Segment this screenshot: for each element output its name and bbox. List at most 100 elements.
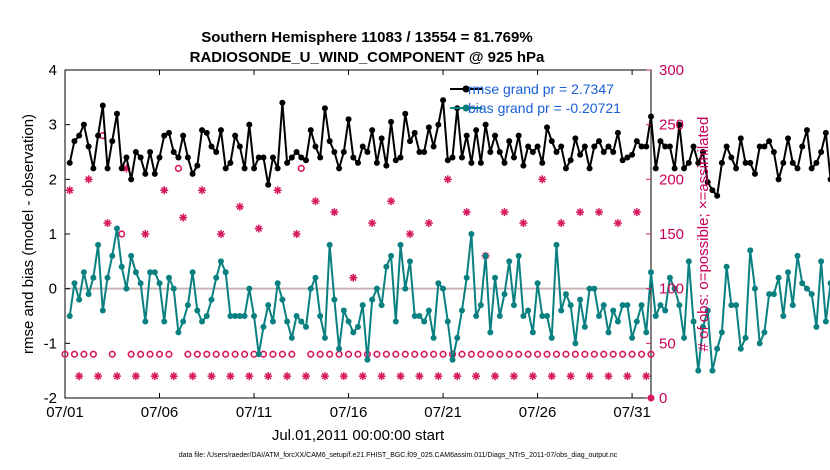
obs-possible-marker — [600, 350, 608, 358]
bias-point — [109, 252, 116, 259]
rmse-point — [737, 135, 744, 142]
rmse-point — [657, 138, 664, 145]
y2-tick-label: 50 — [659, 335, 676, 352]
bias-point — [709, 367, 716, 374]
bias-point — [425, 307, 432, 314]
rmse-point — [614, 129, 621, 136]
obs-assimilated-marker — [94, 372, 103, 381]
rmse-point — [303, 157, 310, 164]
rmse-point — [562, 165, 569, 172]
rmse-point — [463, 132, 470, 139]
bias-point — [657, 302, 664, 309]
bias-point — [690, 318, 697, 325]
bias-point — [463, 274, 470, 281]
obs-possible-marker — [458, 350, 466, 358]
rmse-point — [364, 149, 371, 155]
bias-series — [66, 225, 830, 374]
bias-point — [742, 334, 749, 341]
obs-assimilated-marker — [198, 186, 207, 195]
bias-point — [246, 285, 253, 292]
bias-point — [378, 302, 385, 309]
rmse-point — [411, 129, 418, 136]
rmse-point — [288, 154, 295, 161]
rmse-point — [577, 151, 584, 158]
rmse-point — [298, 154, 305, 161]
y2-tick-label: 0 — [659, 390, 667, 407]
obs-possible-marker — [231, 350, 239, 358]
obs-possible-marker — [146, 350, 154, 358]
rmse-point — [605, 143, 612, 150]
bias-point — [799, 280, 806, 287]
obs-possible-marker — [382, 350, 390, 358]
obs-assimilated-marker — [320, 372, 329, 381]
rmse-point — [132, 149, 139, 155]
rmse-point — [624, 154, 631, 161]
rmse-point — [496, 149, 503, 155]
y-axis-ticks: -2 -1 0 1 2 3 4 — [44, 62, 70, 407]
bias-point — [95, 241, 102, 248]
bias-point — [648, 269, 654, 276]
legend: rmse grand pr = 2.7347 bias grand pr = -… — [450, 81, 621, 116]
obs-possible-marker — [543, 350, 551, 358]
bias-point — [473, 313, 480, 319]
obs-possible-marker — [137, 350, 145, 358]
bias-point — [553, 241, 560, 248]
bias-point — [184, 302, 191, 309]
y2-tick-label: 250 — [659, 117, 684, 134]
obs-assimilated-marker — [557, 219, 566, 228]
bias-point — [761, 329, 768, 336]
plot-area — [64, 69, 652, 399]
rmse-point — [388, 118, 395, 125]
obs-possible-marker — [354, 350, 362, 358]
rmse-point — [482, 121, 489, 128]
obs-possible-marker — [571, 350, 579, 358]
bias-point — [803, 285, 810, 292]
rmse-point — [326, 138, 333, 145]
bias-point — [208, 296, 215, 303]
bias-point — [373, 285, 380, 292]
bias-point — [284, 318, 291, 325]
obs-assimilated-marker — [613, 219, 622, 228]
rmse-point — [813, 159, 820, 166]
bias-point — [581, 323, 588, 330]
bias-point — [529, 329, 536, 336]
bias-point — [128, 252, 135, 259]
rmse-point — [71, 138, 78, 145]
obs-assimilated-marker — [179, 213, 188, 222]
rmse-point — [113, 110, 120, 117]
rmse-point — [255, 154, 262, 161]
rmse-point — [151, 170, 158, 177]
bias-point — [548, 334, 555, 341]
rmse-point — [161, 132, 168, 139]
bias-point — [534, 280, 541, 287]
bias-point — [118, 263, 125, 270]
y2-axis-ticks: 0 50 100 150 200 250 300 — [646, 62, 684, 407]
bias-point — [544, 313, 551, 319]
rmse-point — [402, 110, 409, 117]
rmse-point — [714, 192, 721, 199]
rmse-point — [284, 159, 291, 166]
rmse-point — [822, 129, 829, 136]
rmse-point — [458, 154, 465, 161]
x-tick-label: 07/06 — [141, 404, 179, 421]
obs-assimilated-marker — [623, 372, 632, 381]
obs-possible-marker — [533, 350, 542, 358]
bias-point — [359, 302, 366, 309]
rmse-point — [477, 159, 484, 166]
obs-assimilated-marker — [377, 372, 386, 381]
obs-assimilated-marker — [405, 230, 414, 238]
rmse-point — [80, 121, 87, 128]
rmse-point — [704, 179, 711, 186]
rmse-point — [99, 102, 106, 109]
rmse-point — [279, 99, 286, 106]
rmse-point — [95, 132, 102, 139]
rmse-point — [435, 121, 442, 128]
rmse-point — [487, 149, 494, 155]
bias-point — [818, 258, 825, 265]
rmse-point — [733, 165, 740, 172]
bias-point — [383, 263, 390, 270]
bias-point — [430, 334, 437, 341]
obs-possible-marker — [505, 350, 513, 358]
bias-point — [695, 367, 702, 374]
